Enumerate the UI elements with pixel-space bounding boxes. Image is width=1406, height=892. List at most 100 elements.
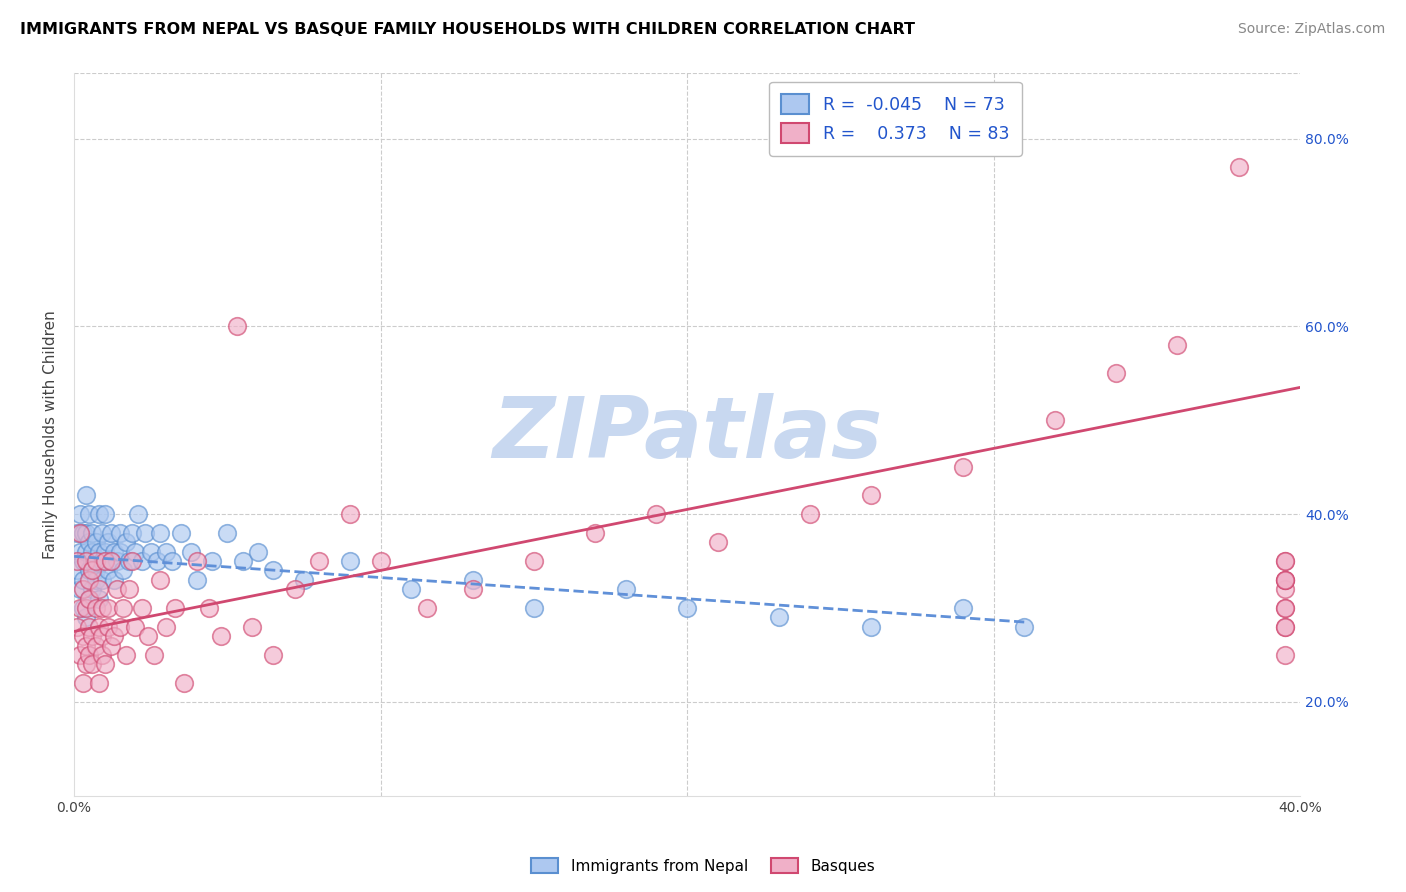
Point xyxy=(155,544,177,558)
Point xyxy=(72,629,94,643)
Point xyxy=(1043,413,1066,427)
Point xyxy=(93,544,115,558)
Point xyxy=(72,601,94,615)
Point xyxy=(124,544,146,558)
Point xyxy=(461,573,484,587)
Point xyxy=(72,525,94,540)
Point xyxy=(952,460,974,475)
Point xyxy=(66,525,89,540)
Y-axis label: Family Households with Children: Family Households with Children xyxy=(44,310,58,558)
Point xyxy=(1274,620,1296,634)
Point xyxy=(149,573,172,587)
Point xyxy=(82,564,104,578)
Point xyxy=(75,488,97,502)
Point xyxy=(1274,573,1296,587)
Point xyxy=(90,554,112,568)
Point xyxy=(859,620,882,634)
Point xyxy=(97,564,120,578)
Point xyxy=(523,601,546,615)
Point xyxy=(155,620,177,634)
Point xyxy=(1274,648,1296,662)
Point xyxy=(180,544,202,558)
Point xyxy=(399,582,422,597)
Point xyxy=(75,657,97,672)
Point xyxy=(90,573,112,587)
Legend: Immigrants from Nepal, Basques: Immigrants from Nepal, Basques xyxy=(524,852,882,880)
Point xyxy=(209,629,232,643)
Point xyxy=(79,564,101,578)
Point xyxy=(69,582,91,597)
Point xyxy=(69,507,91,521)
Point xyxy=(217,525,239,540)
Point xyxy=(799,507,821,521)
Point xyxy=(79,591,101,606)
Point xyxy=(90,629,112,643)
Point xyxy=(124,620,146,634)
Point xyxy=(84,564,107,578)
Point xyxy=(105,554,128,568)
Point xyxy=(127,507,149,521)
Point xyxy=(97,535,120,549)
Point xyxy=(93,507,115,521)
Point xyxy=(186,554,208,568)
Point xyxy=(79,507,101,521)
Point xyxy=(149,525,172,540)
Point xyxy=(97,620,120,634)
Point xyxy=(118,582,141,597)
Point xyxy=(72,573,94,587)
Point xyxy=(308,554,330,568)
Point xyxy=(461,582,484,597)
Point xyxy=(1012,620,1035,634)
Point xyxy=(186,573,208,587)
Point xyxy=(87,620,110,634)
Point xyxy=(1274,573,1296,587)
Point xyxy=(160,554,183,568)
Point xyxy=(108,525,131,540)
Point xyxy=(859,488,882,502)
Point xyxy=(93,657,115,672)
Point xyxy=(614,582,637,597)
Point xyxy=(284,582,307,597)
Point xyxy=(66,620,89,634)
Point xyxy=(93,554,115,568)
Point xyxy=(69,525,91,540)
Point xyxy=(645,507,668,521)
Point xyxy=(84,601,107,615)
Point xyxy=(170,525,193,540)
Point xyxy=(952,601,974,615)
Point xyxy=(1274,582,1296,597)
Point xyxy=(82,582,104,597)
Point xyxy=(82,629,104,643)
Point xyxy=(523,554,546,568)
Legend: R =  ​-0.045    N = 73, R =    0.373    N = 83: R = ​-0.045 N = 73, R = 0.373 N = 83 xyxy=(769,82,1022,155)
Point xyxy=(136,629,159,643)
Point xyxy=(1274,573,1296,587)
Point xyxy=(198,601,221,615)
Point xyxy=(69,648,91,662)
Point xyxy=(1274,620,1296,634)
Point xyxy=(1227,160,1250,174)
Point xyxy=(72,582,94,597)
Point xyxy=(87,582,110,597)
Point xyxy=(72,554,94,568)
Point xyxy=(240,620,263,634)
Point xyxy=(146,554,169,568)
Point xyxy=(131,554,153,568)
Point xyxy=(66,564,89,578)
Point xyxy=(262,564,284,578)
Point xyxy=(100,639,122,653)
Point xyxy=(115,648,138,662)
Text: ZIPatlas: ZIPatlas xyxy=(492,392,882,475)
Point xyxy=(69,601,91,615)
Point xyxy=(69,544,91,558)
Point xyxy=(1274,554,1296,568)
Point xyxy=(768,610,790,624)
Point xyxy=(90,525,112,540)
Point xyxy=(165,601,187,615)
Point xyxy=(201,554,224,568)
Point xyxy=(173,676,195,690)
Point xyxy=(75,610,97,624)
Point xyxy=(415,601,437,615)
Point xyxy=(79,591,101,606)
Point xyxy=(75,601,97,615)
